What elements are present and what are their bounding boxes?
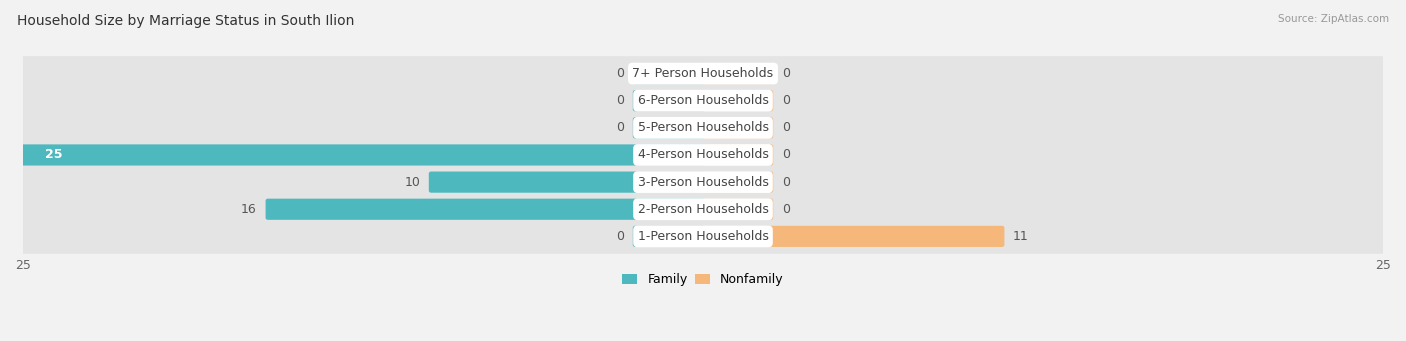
FancyBboxPatch shape [633, 63, 706, 84]
FancyBboxPatch shape [10, 56, 1396, 91]
Legend: Family, Nonfamily: Family, Nonfamily [617, 268, 789, 291]
FancyBboxPatch shape [700, 172, 773, 193]
Text: 0: 0 [616, 230, 624, 243]
Text: 7+ Person Households: 7+ Person Households [633, 67, 773, 80]
FancyBboxPatch shape [10, 219, 1396, 254]
FancyBboxPatch shape [10, 138, 1396, 172]
Text: 0: 0 [782, 67, 790, 80]
Text: Household Size by Marriage Status in South Ilion: Household Size by Marriage Status in Sou… [17, 14, 354, 28]
Text: 0: 0 [616, 121, 624, 134]
FancyBboxPatch shape [10, 192, 1396, 227]
Text: 0: 0 [616, 67, 624, 80]
Text: 11: 11 [1014, 230, 1029, 243]
Text: 4-Person Households: 4-Person Households [637, 148, 769, 162]
FancyBboxPatch shape [700, 199, 773, 220]
FancyBboxPatch shape [633, 117, 706, 138]
FancyBboxPatch shape [700, 90, 773, 111]
Text: 0: 0 [782, 94, 790, 107]
Text: 25: 25 [45, 148, 62, 162]
Text: 16: 16 [242, 203, 257, 216]
FancyBboxPatch shape [633, 226, 706, 247]
FancyBboxPatch shape [700, 144, 773, 166]
Text: 1-Person Households: 1-Person Households [637, 230, 769, 243]
FancyBboxPatch shape [633, 90, 706, 111]
FancyBboxPatch shape [10, 110, 1396, 145]
Text: 0: 0 [782, 176, 790, 189]
FancyBboxPatch shape [700, 226, 1004, 247]
Text: Source: ZipAtlas.com: Source: ZipAtlas.com [1278, 14, 1389, 24]
Text: 0: 0 [782, 203, 790, 216]
FancyBboxPatch shape [266, 199, 706, 220]
FancyBboxPatch shape [10, 165, 1396, 199]
Text: 10: 10 [404, 176, 420, 189]
FancyBboxPatch shape [429, 172, 706, 193]
Text: 0: 0 [782, 148, 790, 162]
FancyBboxPatch shape [10, 83, 1396, 118]
Text: 0: 0 [616, 94, 624, 107]
FancyBboxPatch shape [21, 144, 706, 166]
FancyBboxPatch shape [700, 63, 773, 84]
Text: 0: 0 [782, 121, 790, 134]
Text: 2-Person Households: 2-Person Households [637, 203, 769, 216]
Text: 3-Person Households: 3-Person Households [637, 176, 769, 189]
FancyBboxPatch shape [700, 117, 773, 138]
Text: 6-Person Households: 6-Person Households [637, 94, 769, 107]
Text: 5-Person Households: 5-Person Households [637, 121, 769, 134]
